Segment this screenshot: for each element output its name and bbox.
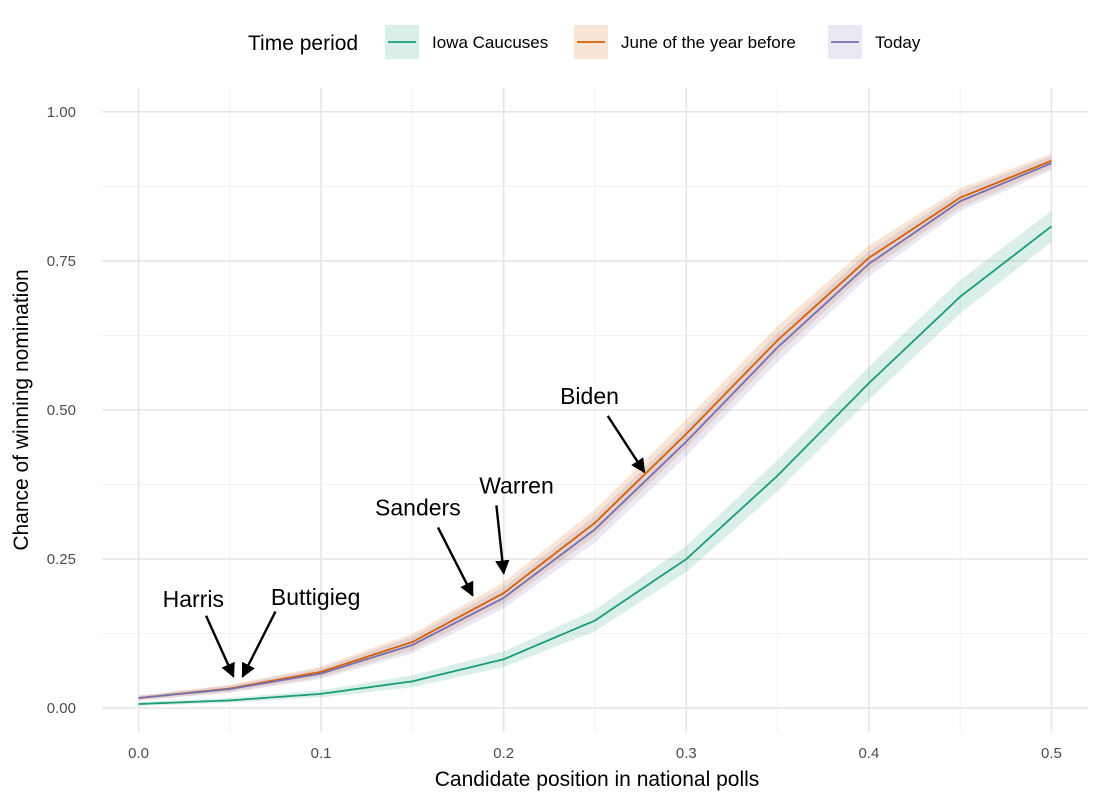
legend-title: Time period <box>248 32 358 55</box>
y-tick-label: 0.75 <box>47 253 76 270</box>
y-tick-label: 0.25 <box>47 551 76 568</box>
x-tick-label: 0.4 <box>858 745 879 762</box>
legend: Time period Iowa Caucuses June of the year… <box>248 25 921 59</box>
legend-label-0: Iowa Caucuses <box>432 33 548 52</box>
legend-label-1: June of the year before <box>621 33 796 52</box>
annotation-label-sanders: Sanders <box>375 495 461 521</box>
confidence-band-1 <box>138 153 1052 701</box>
x-axis-title: Candidate position in national polls <box>435 768 760 791</box>
annotation-arrow-biden <box>606 415 646 474</box>
annotation-label-biden: Biden <box>560 383 619 409</box>
annotation-arrow-buttigieg <box>241 611 277 678</box>
annotations: Harris Buttigieg Sanders Warren Biden <box>163 383 646 678</box>
x-tick-label: 0.5 <box>1041 745 1062 762</box>
series-lines <box>138 159 1053 705</box>
confidence-band-2 <box>138 155 1052 701</box>
y-tick-label: 1.00 <box>47 104 76 121</box>
x-tick-label: 0.0 <box>128 745 149 762</box>
series-line-1 <box>138 159 1052 699</box>
y-tick-label: 0.00 <box>47 700 76 717</box>
annotation-label-harris: Harris <box>163 586 224 612</box>
confidence-bands <box>138 153 1052 706</box>
series-line-0 <box>138 225 1053 705</box>
legend-label-2: Today <box>875 33 921 52</box>
x-tick-label: 0.3 <box>676 745 697 762</box>
annotation-arrow-warren <box>495 505 510 575</box>
annotation-label-warren: Warren <box>479 472 554 498</box>
grid <box>102 88 1088 732</box>
x-tick-label: 0.1 <box>311 745 332 762</box>
annotation-label-buttigieg: Buttigieg <box>271 584 361 610</box>
x-tick-label: 0.2 <box>493 745 514 762</box>
y-tick-label: 0.50 <box>47 402 76 419</box>
axes: 0.0 0.1 0.2 0.3 0.4 0.5 0.00 0.25 0.50 0.75 1.00 Ca… <box>10 104 1062 791</box>
y-axis-title: Chance of winning nomination <box>10 269 33 550</box>
annotation-arrow-sanders <box>436 526 474 597</box>
annotation-arrow-harris <box>204 615 235 678</box>
series-line-2 <box>138 162 1052 699</box>
